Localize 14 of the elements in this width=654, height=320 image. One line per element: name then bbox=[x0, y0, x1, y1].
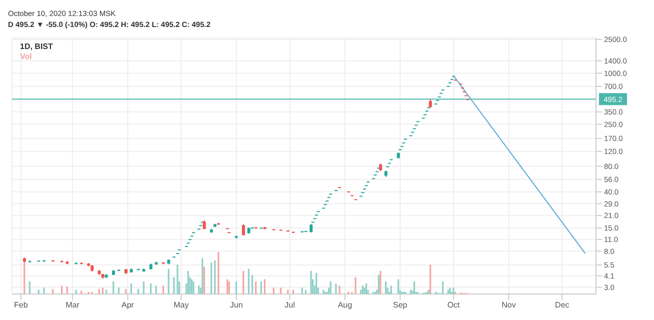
x-tick-label: Apr bbox=[122, 300, 134, 310]
x-tick-label: Oct bbox=[447, 300, 461, 310]
x-tick-label: May bbox=[174, 300, 189, 310]
x-tick-label: Mar bbox=[66, 300, 80, 310]
text: 1D, BIST bbox=[20, 42, 53, 52]
x-tick-label: Feb bbox=[14, 300, 28, 310]
x-tick-label: Dec bbox=[555, 300, 570, 310]
x-tick-label: Jul bbox=[284, 300, 296, 310]
candlestick bbox=[242, 224, 245, 236]
x-tick-label: Nov bbox=[502, 300, 516, 310]
x-tick-label: Aug bbox=[338, 300, 352, 310]
x-tick-label: Jun bbox=[230, 300, 243, 310]
x-tick-label: Sep bbox=[393, 300, 408, 310]
text: Vol bbox=[20, 52, 32, 62]
